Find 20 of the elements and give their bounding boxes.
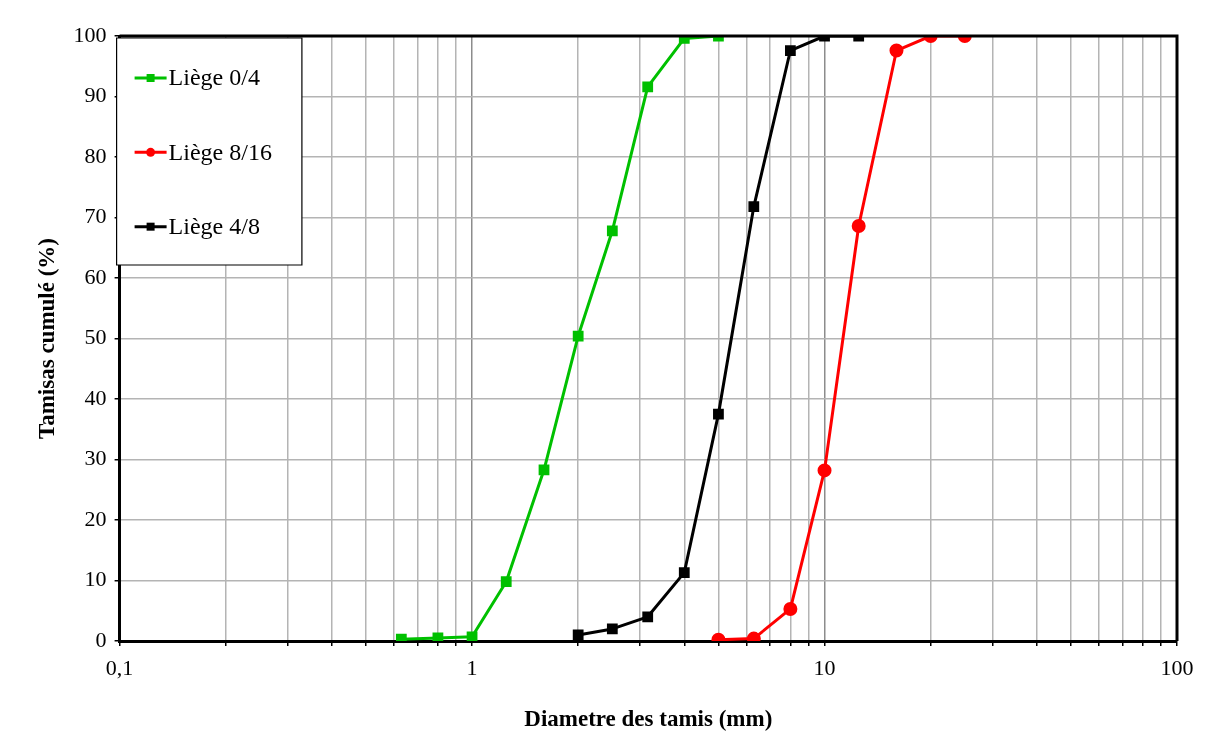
legend-label: Liège 4/8	[168, 212, 260, 239]
y-tick-label: 60	[84, 263, 107, 289]
x-axis-title: Diametre des tamis (mm)	[524, 706, 773, 732]
x-tick-label: 10	[813, 654, 836, 680]
y-tick-label: 40	[84, 384, 107, 410]
y-tick-label: 100	[73, 21, 107, 47]
y-tick-label: 30	[84, 445, 107, 471]
y-tick-label: 70	[84, 203, 107, 229]
y-tick-label: 50	[84, 324, 107, 350]
x-tick-label: 1	[466, 654, 478, 680]
y-tick-label: 80	[84, 142, 107, 168]
x-tick-label: 0,1	[105, 654, 134, 680]
y-tick-label: 0	[95, 626, 107, 652]
legend-label: Liège 0/4	[168, 64, 260, 91]
y-tick-label: 10	[84, 566, 107, 592]
x-tick-label: 100	[1160, 654, 1194, 680]
y-axis-title: Tamisas cumulé (%)	[33, 237, 59, 440]
y-tick-label: 20	[84, 505, 107, 531]
legend-label: Liège 8/16	[168, 138, 272, 165]
y-tick-label: 90	[84, 82, 107, 108]
